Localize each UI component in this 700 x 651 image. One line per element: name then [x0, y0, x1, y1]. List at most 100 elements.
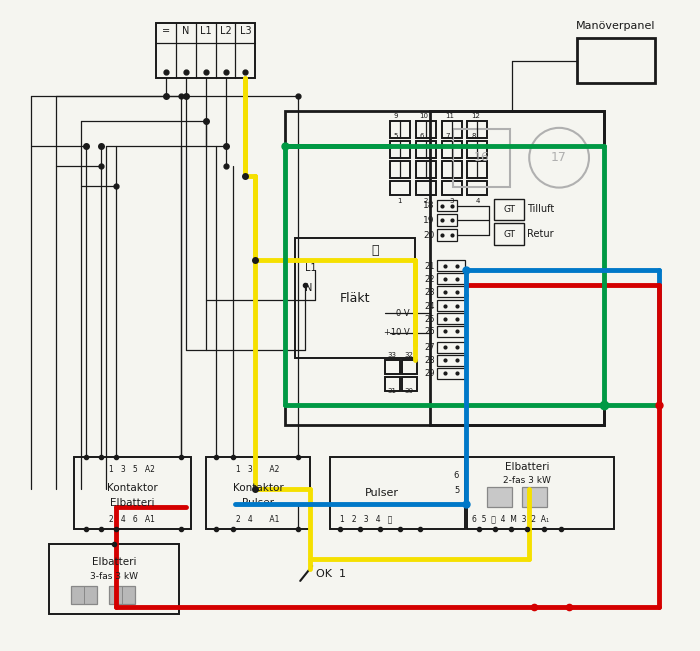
Bar	[390, 141, 410, 158]
Text: 1   3       A2: 1 3 A2	[236, 465, 279, 474]
Bar	[437, 300, 465, 311]
Text: Tilluft: Tilluft	[527, 204, 554, 214]
Text: 25: 25	[424, 314, 435, 324]
Text: 16: 16	[474, 151, 489, 164]
Text: 2   4   6   A1: 2 4 6 A1	[109, 515, 155, 523]
Bar	[468, 141, 487, 158]
Text: GT: GT	[503, 230, 515, 239]
Text: 18: 18	[423, 201, 435, 210]
Bar	[385, 360, 400, 374]
Bar	[494, 223, 524, 245]
Text: 3-fas 3 kW: 3-fas 3 kW	[90, 572, 138, 581]
Bar	[390, 121, 410, 138]
Text: 6  5  ⏚  4  M  3  2  A₁: 6 5 ⏚ 4 M 3 2 A₁	[473, 515, 550, 523]
Text: 26: 26	[424, 327, 435, 337]
Text: Pulser: Pulser	[365, 488, 400, 498]
Bar	[437, 260, 465, 271]
Text: 1: 1	[398, 197, 402, 204]
Bar	[109, 586, 135, 604]
Text: 19: 19	[423, 216, 435, 225]
Bar	[437, 273, 465, 284]
Bar	[437, 286, 465, 297]
Text: GT: GT	[503, 205, 515, 214]
Bar	[416, 141, 435, 158]
Text: =: =	[162, 26, 170, 36]
Bar	[74, 458, 190, 529]
Text: 30: 30	[404, 388, 413, 394]
Bar	[453, 129, 510, 187]
Text: 1   2   3   4   ⏚: 1 2 3 4 ⏚	[340, 515, 393, 523]
Text: N: N	[182, 26, 190, 36]
Text: L1: L1	[199, 26, 211, 36]
Bar	[577, 38, 654, 83]
Text: 9: 9	[394, 113, 398, 119]
Bar	[437, 313, 465, 324]
Text: Elbatteri: Elbatteri	[92, 557, 136, 567]
Bar	[416, 121, 435, 138]
Text: Retur: Retur	[527, 229, 554, 240]
Bar	[402, 377, 416, 391]
Bar	[437, 368, 465, 379]
Text: L1: L1	[305, 263, 317, 273]
Text: 22: 22	[424, 275, 435, 284]
Text: OK  1: OK 1	[316, 569, 346, 579]
Text: Elbatteri: Elbatteri	[110, 498, 155, 508]
Bar	[468, 161, 487, 178]
Text: 11: 11	[446, 113, 454, 119]
Text: Pulser: Pulser	[242, 498, 274, 508]
Bar	[468, 458, 614, 529]
Text: 20: 20	[424, 231, 435, 240]
Text: 24: 24	[424, 301, 435, 311]
Bar	[330, 458, 465, 529]
Text: Elbatteri: Elbatteri	[505, 462, 550, 473]
Bar	[437, 229, 456, 242]
Text: 0 V: 0 V	[396, 309, 410, 318]
Text: 28: 28	[424, 356, 435, 365]
Bar	[494, 199, 524, 221]
Text: L3: L3	[239, 26, 251, 36]
Text: 8: 8	[472, 133, 476, 139]
Text: 17: 17	[551, 151, 567, 164]
Bar	[437, 326, 465, 337]
Text: 4: 4	[475, 197, 480, 204]
Text: 10: 10	[420, 113, 428, 119]
Text: 32: 32	[405, 352, 413, 358]
Text: 12: 12	[472, 113, 480, 119]
Bar	[416, 161, 435, 178]
Bar	[468, 180, 487, 195]
Text: 27: 27	[424, 344, 435, 352]
Bar	[295, 238, 414, 358]
Text: N: N	[305, 283, 313, 293]
Text: 21: 21	[424, 262, 435, 271]
Text: 5: 5	[454, 486, 459, 495]
Bar	[437, 342, 465, 353]
Text: 6: 6	[454, 471, 459, 480]
Text: 1   3   5   A2: 1 3 5 A2	[109, 465, 155, 474]
Text: ⏚: ⏚	[371, 244, 379, 257]
Bar	[522, 488, 547, 507]
Bar	[416, 180, 435, 195]
Text: 2-fas 3 kW: 2-fas 3 kW	[503, 476, 551, 485]
Bar	[402, 360, 416, 374]
Bar	[385, 377, 400, 391]
Text: Manöverpanel: Manöverpanel	[576, 21, 656, 31]
Text: Kontaktor: Kontaktor	[232, 483, 284, 493]
Bar	[206, 458, 310, 529]
Text: 7: 7	[446, 133, 450, 139]
Text: Fläkt: Fläkt	[340, 292, 370, 305]
Text: +10 V: +10 V	[384, 329, 409, 337]
Text: 29: 29	[424, 369, 435, 378]
Bar	[468, 121, 487, 138]
Bar	[390, 161, 410, 178]
Bar	[71, 586, 97, 604]
Bar	[286, 111, 604, 424]
Text: 2: 2	[424, 197, 428, 204]
Bar	[156, 23, 256, 78]
Bar	[442, 121, 461, 138]
Bar	[390, 180, 410, 195]
Text: L2: L2	[220, 26, 232, 36]
Bar	[437, 355, 465, 366]
Bar	[49, 544, 178, 614]
Text: 6: 6	[420, 133, 424, 139]
Text: 5: 5	[394, 133, 398, 139]
